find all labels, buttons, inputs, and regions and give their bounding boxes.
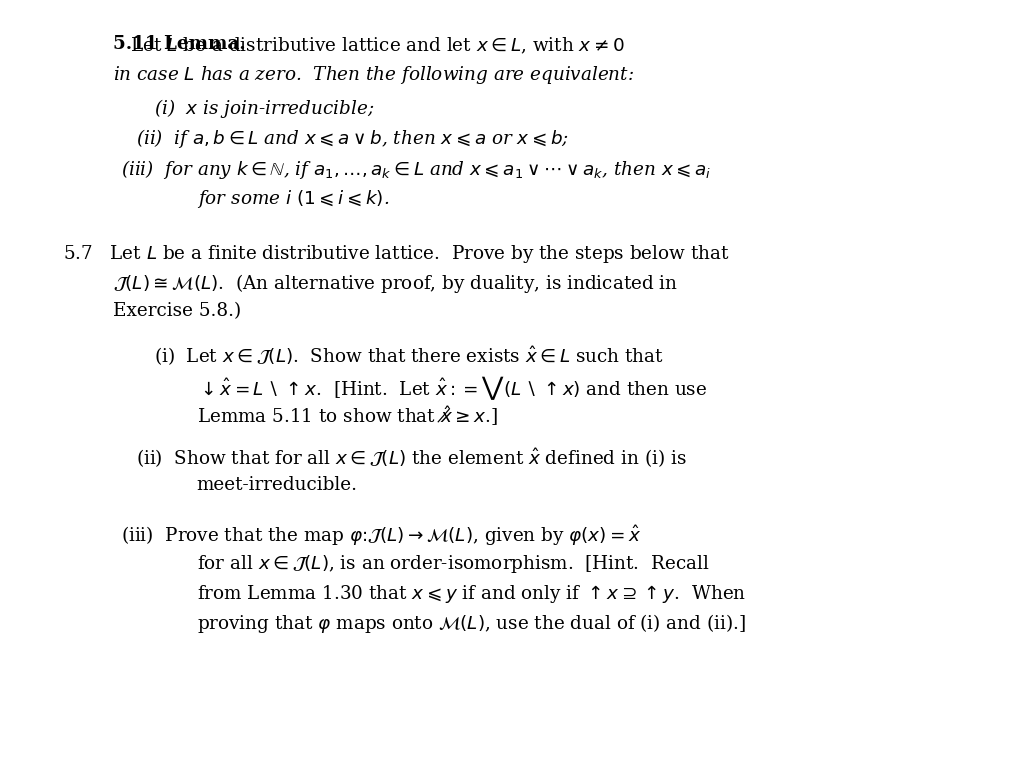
Text: Lemma 5.11 to show that $\hat{x} \not\geq x$.]: Lemma 5.11 to show that $\hat{x} \not\ge… xyxy=(197,404,498,428)
Text: for all $x \in \mathcal{J}(L)$, is an order-isomorphism.  [Hint.  Recall: for all $x \in \mathcal{J}(L)$, is an or… xyxy=(197,553,710,575)
Text: Exercise 5.8.): Exercise 5.8.) xyxy=(113,302,241,320)
Text: (i)  Let $x \in \mathcal{J}(L)$.  Show that there exists $\hat{x} \in L$ such th: (i) Let $x \in \mathcal{J}(L)$. Show tha… xyxy=(154,345,664,368)
Text: (ii)  Show that for all $x \in \mathcal{J}(L)$ the element $\hat{x}$ defined in : (ii) Show that for all $x \in \mathcal{J… xyxy=(136,446,687,470)
Text: from Lemma 1.30 that $x \leqslant y$ if and only if ${\uparrow}x \supseteq {\upa: from Lemma 1.30 that $x \leqslant y$ if … xyxy=(197,583,745,604)
Text: meet-irreducible.: meet-irreducible. xyxy=(197,476,357,494)
Text: (ii)  if $a, b \in L$ and $x \leqslant a \vee b$, then $x \leqslant a$ or $x \le: (ii) if $a, b \in L$ and $x \leqslant a … xyxy=(136,127,569,150)
Text: 5.11 Lemma.: 5.11 Lemma. xyxy=(113,35,246,53)
Text: proving that $\varphi$ maps onto $\mathcal{M}(L)$, use the dual of (i) and (ii).: proving that $\varphi$ maps onto $\mathc… xyxy=(197,612,745,635)
Text: for some $i$ $(1 \leqslant i \leqslant k)$.: for some $i$ $(1 \leqslant i \leqslant k… xyxy=(197,188,389,210)
Text: $\mathcal{J}(L) \cong \mathcal{M}(L)$.  (An alternative proof, by duality, is in: $\mathcal{J}(L) \cong \mathcal{M}(L)$. (… xyxy=(113,272,678,295)
Text: (i)  $x$ is join-irreducible;: (i) $x$ is join-irreducible; xyxy=(154,97,374,120)
Text: in case $L$ has a zero.  Then the following are equivalent:: in case $L$ has a zero. Then the followi… xyxy=(113,64,634,86)
Text: 5.7   Let $L$ be a finite distributive lattice.  Prove by the steps below that: 5.7 Let $L$ be a finite distributive lat… xyxy=(63,243,730,265)
Text: (iii)  Prove that the map $\varphi\colon \mathcal{J}(L) \rightarrow \mathcal{M}(: (iii) Prove that the map $\varphi\colon … xyxy=(121,523,641,548)
Text: $\downarrow\hat{x} = L \setminus {\uparrow}x$.  [Hint.  Let $\hat{x} := \bigvee(: $\downarrow\hat{x} = L \setminus {\uparr… xyxy=(197,374,707,402)
Text: Let $L$ be a distributive lattice and let $x \in L$, with $x \neq 0$: Let $L$ be a distributive lattice and le… xyxy=(113,35,625,56)
Text: (iii)  for any $k \in \mathbb{N}$, if $a_1, \ldots, a_k \in L$ and $x \leqslant : (iii) for any $k \in \mathbb{N}$, if $a_… xyxy=(121,158,712,181)
